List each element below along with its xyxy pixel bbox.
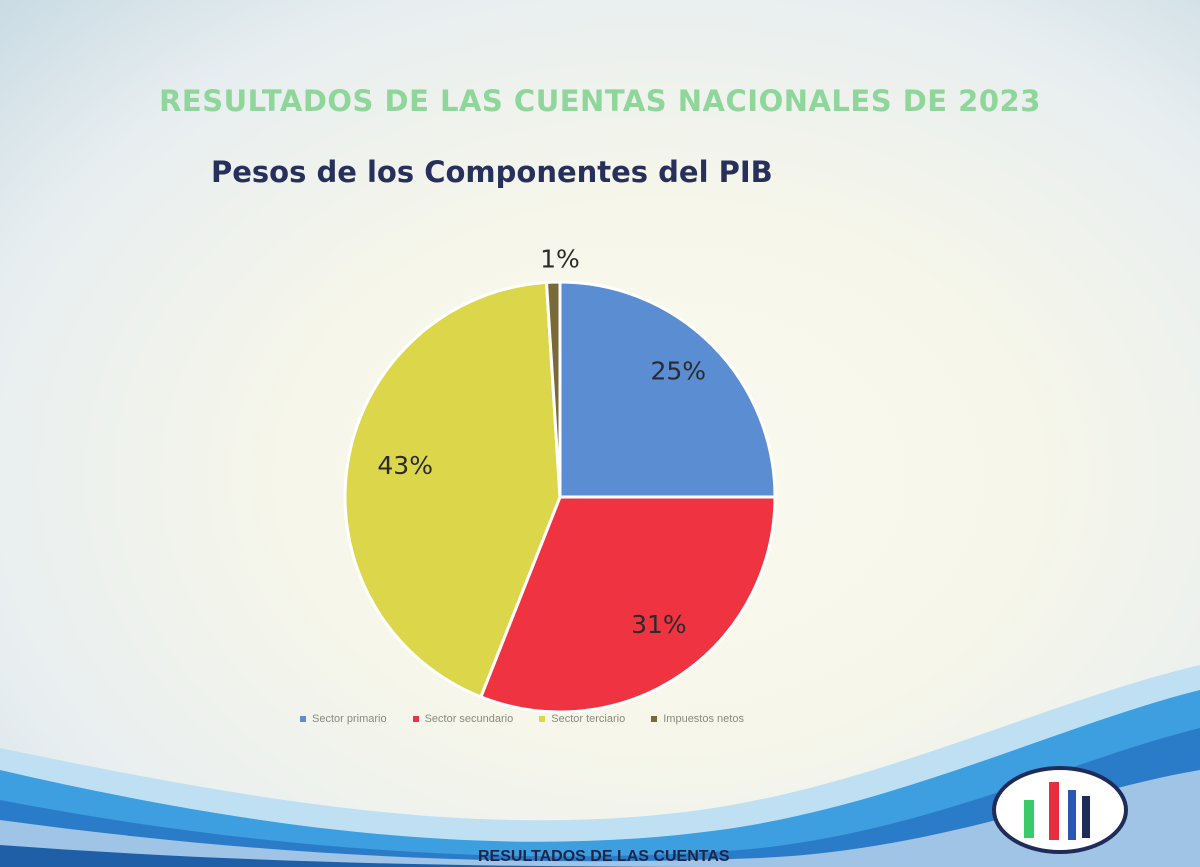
pie-slice-sector-secundario (478, 495, 777, 714)
legend-item-impuestos-netos: Impuestos netos (651, 713, 744, 725)
pie-slice-impuestos-netos (544, 280, 562, 498)
legend-swatch (539, 716, 546, 722)
legend-item-sector-secundario: Sector secundario (412, 713, 514, 725)
legend-swatch (300, 716, 306, 722)
legend-swatch (412, 716, 419, 722)
footer-text: RESULTADOS DE LAS CUENTAS (478, 848, 730, 865)
legend-label: Sector secundario (424, 713, 514, 725)
data-label-impuestos-netos: 1% (540, 245, 580, 274)
data-label-sector-terciario: 43% (377, 451, 433, 480)
legend-swatch (651, 716, 658, 722)
legend-item-sector-terciario: Sector terciario (539, 713, 625, 725)
data-label-sector-secundario: 31% (631, 610, 687, 639)
legend-label: Sector primario (312, 713, 387, 725)
legend-label: Sector terciario (551, 713, 626, 725)
data-label-sector-primario: 25% (650, 356, 706, 385)
legend-item-sector-primario: Sector primario (300, 713, 387, 725)
pie-slice-sector-terciario (343, 280, 562, 699)
legend-label: Impuestos netos (663, 713, 744, 725)
slide-title: RESULTADOS DE LAS CUENTAS NACIONALES DE … (159, 84, 1041, 118)
chart-title: Pesos de los Componentes del PIB (211, 155, 773, 189)
chart-legend: Sector primario Sector secundario Sector t… (300, 713, 744, 725)
institution-logo (992, 766, 1128, 854)
pie-slice-sector-primario (558, 280, 777, 499)
